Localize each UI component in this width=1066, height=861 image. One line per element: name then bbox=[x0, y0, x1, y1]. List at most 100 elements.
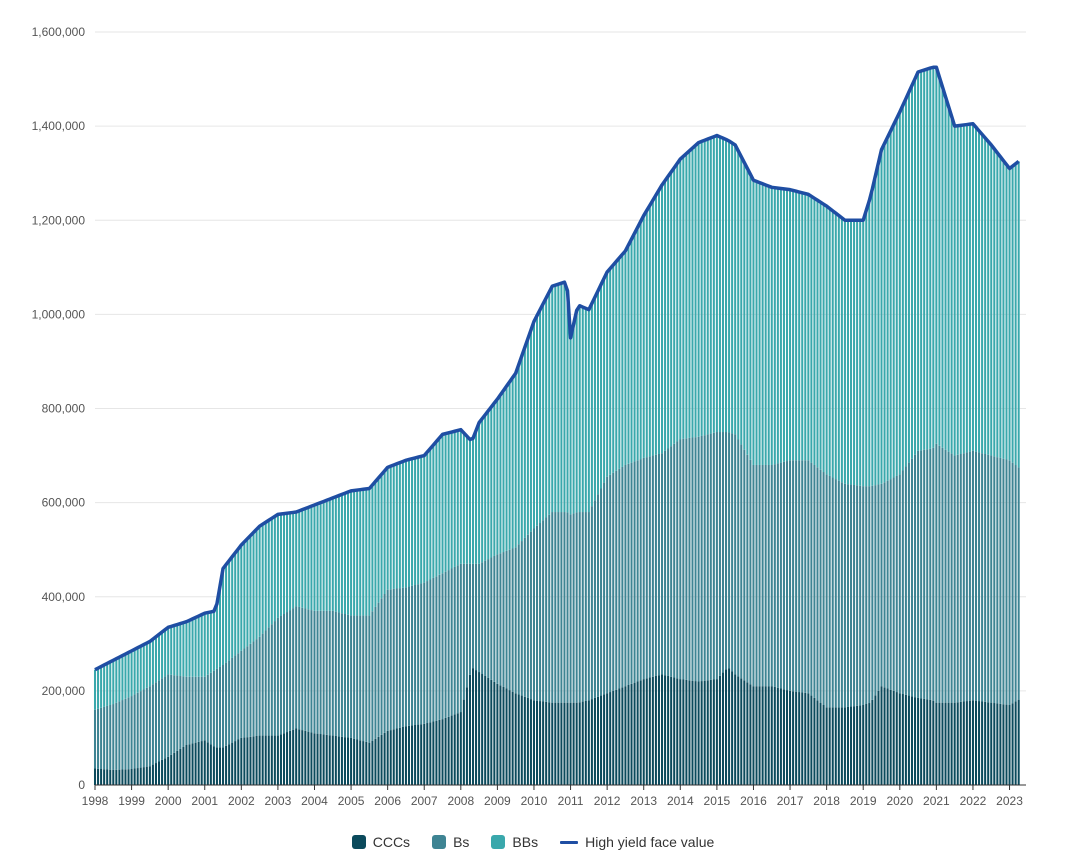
bar-cccs bbox=[529, 699, 532, 785]
bar-bs bbox=[569, 514, 572, 703]
bar-bs bbox=[883, 482, 886, 688]
bar-cccs bbox=[596, 696, 600, 785]
bar-cccs bbox=[865, 704, 868, 785]
x-tick-label: 2014 bbox=[667, 794, 694, 808]
bar-bbs bbox=[438, 437, 441, 575]
bar-bs bbox=[356, 615, 359, 740]
bar-bbs bbox=[874, 175, 877, 486]
bar-cccs bbox=[682, 679, 685, 785]
bar-bs bbox=[606, 476, 609, 694]
bar-bbs bbox=[142, 644, 145, 690]
bar-bbs bbox=[103, 664, 106, 707]
bar-bs bbox=[837, 480, 840, 708]
bar-cccs bbox=[849, 706, 853, 785]
bar-bbs bbox=[728, 141, 731, 433]
bar-cccs bbox=[731, 671, 734, 785]
bar-cccs bbox=[959, 701, 962, 785]
bar-bbs bbox=[947, 106, 950, 452]
bar-bbs bbox=[444, 433, 447, 572]
x-tick-label: 2007 bbox=[411, 794, 438, 808]
bar-bbs bbox=[270, 518, 273, 625]
bar-cccs bbox=[728, 668, 731, 785]
bar-cccs bbox=[298, 729, 301, 785]
bar-bbs bbox=[139, 646, 142, 692]
bar-bbs bbox=[630, 239, 633, 463]
bar-cccs bbox=[618, 688, 621, 785]
bar-cccs bbox=[795, 691, 798, 785]
bar-bbs bbox=[133, 649, 136, 695]
bar-bbs bbox=[697, 142, 700, 437]
bar-bbs bbox=[795, 191, 798, 461]
bar-bs bbox=[316, 610, 319, 734]
bar-bbs bbox=[197, 616, 200, 677]
bar-bs bbox=[950, 453, 953, 703]
bar-bs bbox=[618, 468, 621, 689]
bar-cccs bbox=[956, 702, 959, 785]
bar-bs bbox=[362, 615, 365, 742]
bar-bs bbox=[587, 512, 590, 701]
bar-cccs bbox=[359, 740, 362, 785]
bar-bs bbox=[313, 610, 316, 734]
bar-bbs bbox=[563, 282, 566, 513]
x-tick-label: 2000 bbox=[155, 794, 182, 808]
legend-item-cccs[interactable]: CCCs bbox=[351, 834, 410, 850]
bar-cccs bbox=[313, 733, 316, 785]
bar-bs bbox=[785, 461, 789, 691]
bar-bbs bbox=[654, 195, 657, 455]
bar-cccs bbox=[441, 719, 444, 785]
legend-item-bs[interactable]: Bs bbox=[432, 834, 469, 850]
bar-bbs bbox=[645, 210, 648, 458]
legend-item-bbs[interactable]: BBs bbox=[491, 834, 538, 850]
bar-cccs bbox=[206, 742, 209, 785]
bar-bs bbox=[532, 528, 535, 701]
bar-bbs bbox=[749, 174, 752, 460]
bar-cccs bbox=[712, 679, 715, 785]
bar-bs bbox=[846, 484, 849, 707]
bar-bs bbox=[944, 449, 947, 703]
bar-bs bbox=[246, 646, 249, 738]
bar-bs bbox=[682, 438, 685, 680]
bar-bs bbox=[545, 517, 548, 702]
bar-bs bbox=[920, 450, 923, 699]
bar-bs bbox=[752, 464, 755, 687]
bar-bbs bbox=[371, 484, 374, 612]
bar-bs bbox=[566, 512, 569, 703]
bar-bs bbox=[471, 563, 475, 669]
bar-bs bbox=[627, 463, 630, 685]
bar-bbs bbox=[584, 308, 587, 513]
bar-bs bbox=[725, 432, 728, 670]
bar-bbs bbox=[740, 156, 743, 445]
bar-cccs bbox=[194, 742, 197, 785]
bar-cccs bbox=[782, 689, 785, 785]
bar-cccs bbox=[395, 728, 398, 785]
bar-bbs bbox=[356, 490, 359, 616]
bar-cccs bbox=[331, 735, 334, 785]
bar-cccs bbox=[432, 721, 435, 785]
bar-bbs bbox=[212, 611, 215, 671]
bar-bs bbox=[103, 706, 106, 770]
bar-bs bbox=[170, 674, 173, 755]
bar-cccs bbox=[307, 731, 310, 785]
bar-cccs bbox=[700, 681, 703, 785]
bar-bbs bbox=[292, 512, 295, 609]
bar-cccs bbox=[615, 689, 618, 785]
bar-bs bbox=[374, 606, 377, 739]
bar-cccs bbox=[420, 724, 423, 785]
legend-item-high-yield-face-value[interactable]: High yield face value bbox=[560, 834, 714, 850]
bar-cccs bbox=[953, 702, 956, 785]
bar-bs bbox=[350, 615, 353, 738]
bar-cccs bbox=[310, 732, 313, 785]
legend-swatch-bbs bbox=[491, 835, 506, 849]
bar-cccs bbox=[490, 679, 493, 785]
bar-bbs bbox=[993, 148, 996, 457]
bar-bs bbox=[496, 554, 499, 684]
bar-bs bbox=[874, 485, 877, 696]
stacked-bar-chart: 0 200,000 400,000 600,000 800,000 1,000,000 1,… bbox=[32, 25, 1026, 808]
bar-cccs bbox=[133, 768, 136, 785]
bar-cccs bbox=[703, 680, 706, 785]
bar-bs bbox=[612, 472, 615, 691]
bar-bs bbox=[386, 589, 389, 731]
bar-bs bbox=[959, 453, 962, 702]
bar-bs bbox=[810, 462, 813, 696]
bar-cccs bbox=[279, 734, 282, 785]
